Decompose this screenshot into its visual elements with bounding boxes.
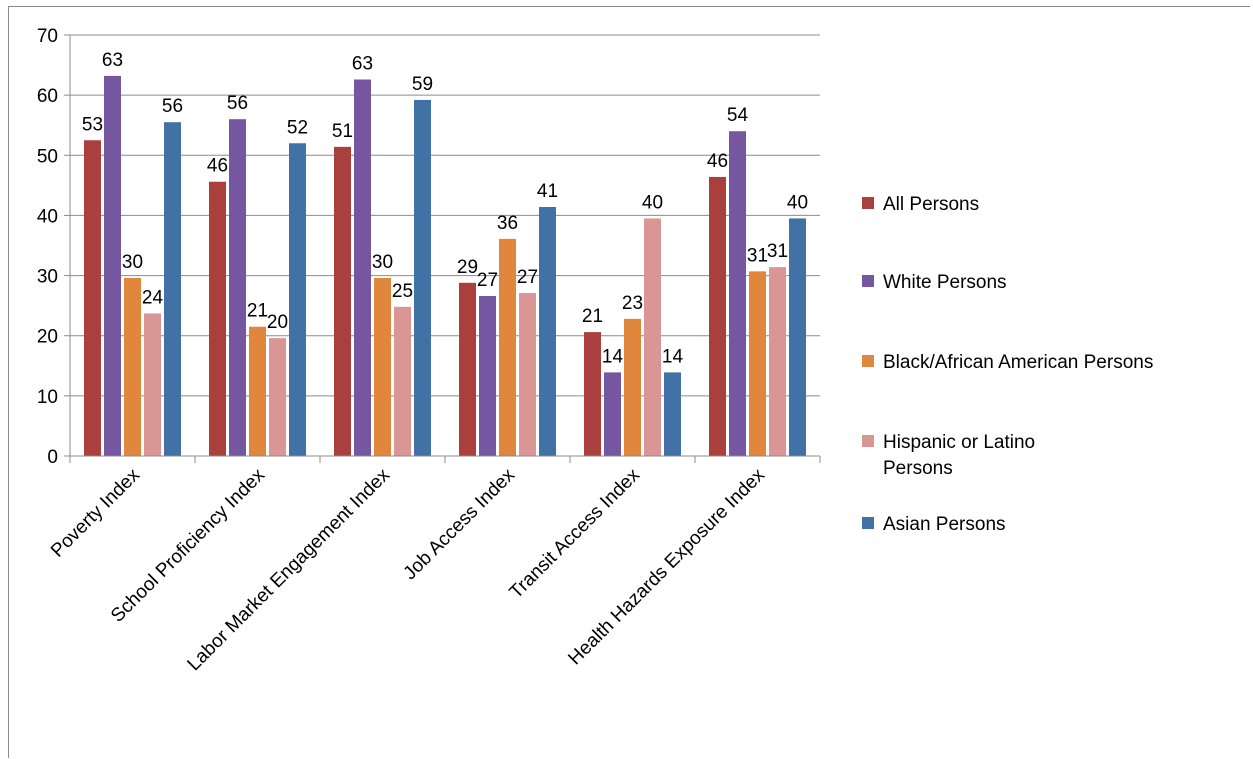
data-label: 51 [332, 121, 353, 142]
y-tick-label: 70 [37, 26, 58, 47]
data-label: 36 [497, 213, 518, 234]
y-tick-label: 40 [37, 206, 58, 227]
data-label: 46 [207, 156, 228, 177]
data-label: 21 [247, 301, 268, 322]
gridlines [70, 34, 820, 397]
data-label: 54 [727, 105, 749, 126]
data-label: 30 [372, 252, 393, 273]
bar [459, 282, 476, 456]
bar [769, 267, 786, 456]
chart-frame [8, 6, 1250, 758]
data-label: 52 [287, 117, 308, 138]
legend-entry: Black/African American Persons [883, 352, 1153, 373]
bar [209, 181, 226, 456]
bar [584, 332, 601, 456]
bar [84, 140, 101, 456]
legend-entry: White Persons [883, 272, 1007, 293]
bar [124, 277, 141, 456]
data-label: 46 [707, 151, 728, 172]
data-label: 27 [517, 267, 538, 288]
legend-swatch [862, 197, 874, 209]
x-tick-label: Health Hazards Exposure Index [564, 464, 769, 669]
bar [664, 372, 681, 456]
bar [354, 79, 371, 457]
bar [789, 218, 806, 456]
bar [229, 119, 246, 456]
legend-swatch [862, 435, 874, 447]
data-label: 23 [622, 293, 643, 314]
bar [644, 218, 661, 456]
bar [499, 238, 516, 456]
bar [414, 99, 431, 456]
x-tick-label: Transit Access Index [506, 464, 645, 603]
bar [624, 318, 641, 456]
data-label: 14 [662, 346, 684, 367]
data-label: 31 [767, 241, 788, 262]
legend-entry: Persons [883, 458, 953, 479]
legend: All Persons White Persons Black/African Am… [862, 194, 1153, 535]
bar [269, 338, 286, 456]
x-tick-label: Job Access Index [400, 464, 520, 584]
bar [164, 122, 181, 456]
bar [519, 293, 536, 456]
x-tick-label: Poverty Index [47, 464, 144, 561]
legend-entry: Hispanic or Latino [883, 432, 1035, 453]
y-tick-label: 50 [37, 146, 58, 167]
bar [539, 207, 556, 456]
bar [144, 313, 161, 456]
bar [374, 277, 391, 456]
data-label: 63 [102, 50, 123, 71]
data-label: 53 [82, 114, 103, 135]
data-label: 29 [457, 257, 478, 278]
data-label: 56 [162, 96, 183, 117]
y-tick-label: 20 [37, 327, 58, 348]
bar [604, 372, 621, 456]
legend-entry: Asian Persons [883, 514, 1006, 535]
data-label: 31 [747, 245, 768, 266]
data-label: 41 [537, 181, 558, 202]
bar [709, 176, 726, 457]
bar [394, 306, 411, 456]
bar [729, 131, 746, 456]
data-label: 40 [642, 192, 663, 213]
legend-entry: All Persons [883, 194, 979, 215]
legend-swatch [862, 517, 874, 529]
legend-swatch [862, 275, 874, 287]
bar [749, 271, 766, 456]
bar [334, 146, 351, 456]
bars [84, 75, 806, 457]
data-label: 14 [602, 346, 624, 367]
bar [289, 143, 306, 456]
y-tick-label: 30 [37, 267, 58, 288]
bar [479, 296, 496, 456]
data-label: 56 [227, 93, 248, 114]
data-label: 27 [477, 270, 498, 291]
y-tick-label: 10 [37, 387, 58, 408]
data-label: 30 [122, 252, 143, 273]
data-label: 24 [142, 287, 164, 308]
data-label: 59 [412, 74, 433, 95]
data-label: 20 [267, 312, 288, 333]
data-label: 25 [392, 281, 413, 302]
data-label: 40 [787, 192, 808, 213]
bar [104, 75, 121, 456]
data-label: 21 [582, 306, 603, 327]
data-label: 63 [352, 54, 373, 75]
y-tick-label: 0 [47, 447, 58, 468]
bar [249, 326, 266, 456]
x-tick-label: Labor Market Engagement Index [184, 464, 395, 675]
y-tick-label: 60 [37, 86, 58, 107]
legend-swatch [862, 355, 874, 367]
